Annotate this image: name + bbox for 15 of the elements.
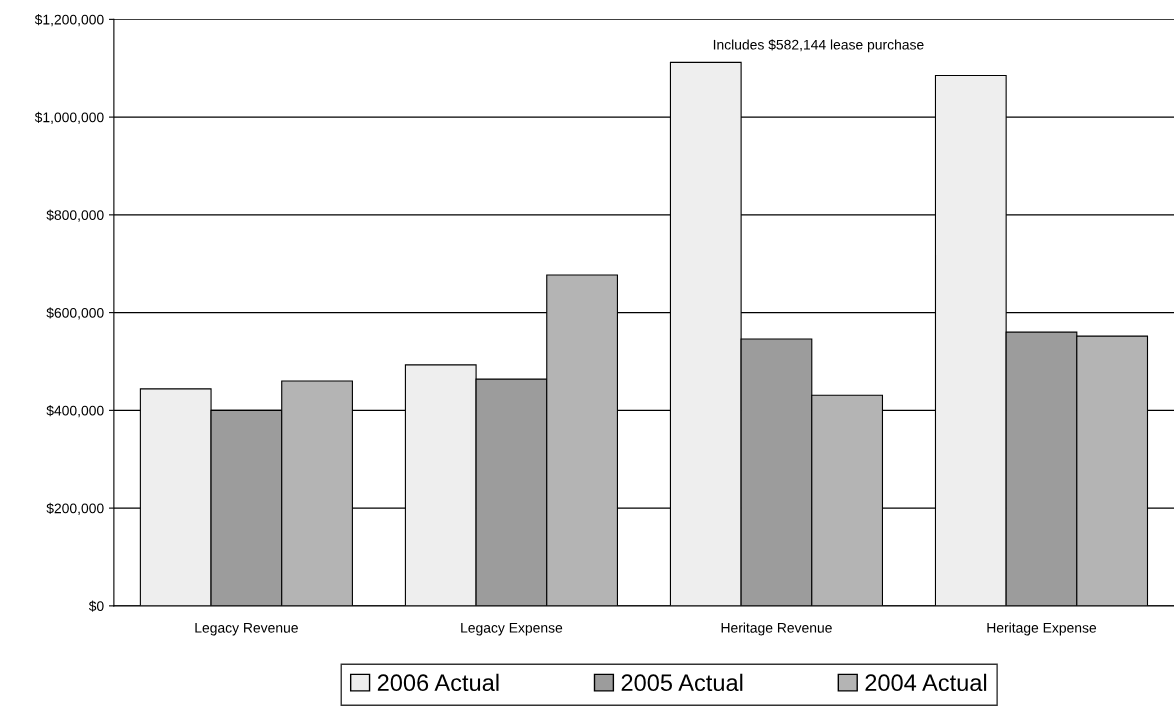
y-tick-label: $800,000 [46, 209, 104, 222]
y-tick-label: $1,200,000 [34, 14, 104, 27]
x-tick-label: Heritage Revenue [721, 622, 832, 636]
annotation: Includes $582,144 lease purchase [713, 39, 924, 53]
y-tick-label: $0 [88, 600, 104, 612]
legend-label: 2005 Actual [621, 673, 743, 692]
x-tick-label: Legacy Expense [461, 623, 563, 636]
y-tick-label: $400,000 [46, 405, 104, 418]
x-tick-label: Heritage Expense [987, 622, 1097, 636]
legend-label: 2006 Actual [377, 673, 499, 692]
y-tick-label: $600,000 [46, 307, 104, 320]
legend-label: 2004 Actual [865, 673, 987, 692]
x-tick-label: Legacy Revenue [195, 623, 298, 636]
y-tick-label: $200,000 [46, 502, 104, 515]
y-tick-label: $1,000,000 [34, 111, 104, 124]
